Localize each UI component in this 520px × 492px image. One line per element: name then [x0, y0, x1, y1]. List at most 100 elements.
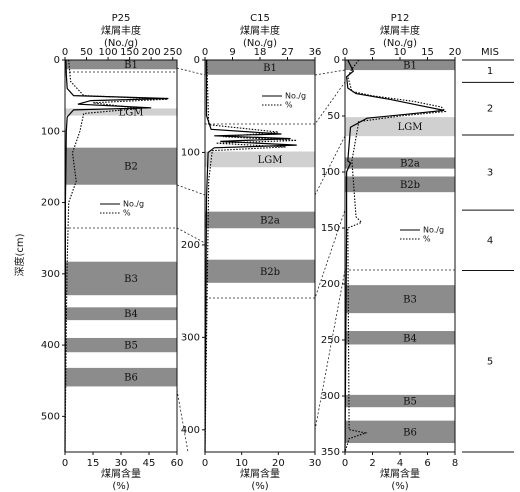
- band-label: B5: [403, 397, 417, 408]
- top-axis-label: 煤屑丰度: [240, 24, 280, 37]
- band: [345, 420, 455, 444]
- band-label: B2: [124, 162, 138, 173]
- band: [345, 331, 455, 345]
- band-label: LGM: [119, 108, 144, 119]
- legend-label: %: [123, 209, 131, 218]
- series-line: [64, 59, 168, 453]
- bottom-tick-label: 60: [171, 458, 184, 469]
- band: [65, 147, 177, 185]
- bottom-tick-label: 4: [397, 458, 403, 469]
- top-tick-label: 200: [142, 47, 161, 58]
- top-tick-label: 0: [202, 47, 208, 58]
- bottom-axis-label: 煤屑含量: [101, 467, 141, 480]
- y-tick-label: 100: [41, 126, 60, 137]
- band-label: B6: [124, 373, 138, 384]
- bottom-axis-label: 煤屑含量: [380, 467, 420, 480]
- y-tick-label: 350: [321, 447, 340, 458]
- bottom-tick-label: 8: [452, 458, 458, 469]
- band: [345, 157, 455, 169]
- series-line: [344, 59, 447, 453]
- top-axis-label: (No./g): [243, 38, 277, 49]
- band: [345, 394, 455, 408]
- band: [205, 211, 315, 229]
- band: [65, 337, 177, 353]
- correlation-line: [205, 81, 346, 125]
- plot-frame: [204, 59, 316, 453]
- correlation-line: [176, 67, 206, 76]
- top-tick-label: 18: [254, 47, 267, 58]
- top-tick-label: 150: [120, 47, 139, 58]
- top-tick-label: 100: [99, 47, 118, 58]
- top-tick-label: 15: [421, 47, 434, 58]
- y-tick-label: 100: [181, 147, 200, 158]
- y-tick-label: 400: [41, 340, 60, 351]
- bottom-tick-label: 0: [62, 458, 68, 469]
- y-tick-label: 0: [334, 55, 340, 66]
- top-tick-label: 10: [394, 47, 407, 58]
- bottom-tick-label: 0: [202, 458, 208, 469]
- legend-label: %: [285, 101, 293, 110]
- band: [65, 108, 177, 116]
- top-tick-label: 27: [281, 47, 294, 58]
- band-label: B4: [403, 333, 417, 344]
- correlation-line: [314, 69, 346, 76]
- y-tick-label: 500: [41, 411, 60, 422]
- band-label: B3: [124, 274, 138, 285]
- bottom-tick-label: 10: [235, 458, 248, 469]
- y-tick-label: 100: [321, 167, 340, 178]
- y-tick-label: 0: [54, 55, 60, 66]
- mis-label: 1: [487, 66, 493, 77]
- y-tick-label: 250: [321, 335, 340, 346]
- y-tick-label: 200: [41, 198, 60, 209]
- correlation-line: [176, 389, 189, 453]
- top-tick-label: 5: [369, 47, 375, 58]
- band-label: B5: [124, 341, 138, 352]
- band-label: B3: [403, 295, 417, 306]
- band: [205, 60, 315, 75]
- band: [65, 367, 177, 387]
- band: [345, 176, 455, 193]
- series-line: [204, 59, 297, 453]
- band: [345, 60, 455, 71]
- y-tick-label: 300: [41, 269, 60, 280]
- y-tick-label: 0: [194, 55, 200, 66]
- plot-frame: [64, 59, 178, 453]
- band-label: B1: [403, 61, 417, 72]
- bottom-axis-label: 煤屑含量: [240, 467, 280, 480]
- y-tick-label: 200: [181, 240, 200, 251]
- band-label: B4: [124, 309, 138, 320]
- y-tick-label: 150: [321, 223, 340, 234]
- top-tick-label: 9: [229, 47, 235, 58]
- correlation-line: [176, 184, 206, 196]
- top-axis-label: (No./g): [383, 38, 417, 49]
- band: [205, 259, 315, 283]
- top-axis-label: (No./g): [104, 38, 138, 49]
- top-axis-label: 煤屑丰度: [101, 24, 141, 37]
- top-tick-label: 50: [80, 47, 93, 58]
- y-axis-label: 深度(cm): [13, 233, 26, 276]
- bottom-tick-label: 45: [143, 458, 156, 469]
- top-tick-label: 0: [342, 47, 348, 58]
- y-tick-label: 300: [321, 391, 340, 402]
- band: [345, 117, 455, 137]
- y-tick-label: 50: [327, 111, 340, 122]
- band-label: B2b: [260, 267, 280, 278]
- bottom-tick-label: 2: [369, 458, 375, 469]
- panel-title: P25: [112, 13, 131, 24]
- y-tick-label: 200: [321, 279, 340, 290]
- band-label: B2a: [400, 159, 420, 170]
- band: [345, 285, 455, 314]
- mis-label: 5: [487, 356, 493, 367]
- mis-label: 3: [487, 168, 493, 179]
- band-label: B2a: [260, 215, 280, 226]
- mis-label: 2: [487, 104, 493, 115]
- correlation-line: [314, 135, 346, 196]
- mis-label: 4: [487, 235, 493, 246]
- y-tick-label: 300: [181, 332, 200, 343]
- bottom-tick-label: 30: [309, 458, 322, 469]
- top-tick-label: 0: [62, 47, 68, 58]
- bottom-tick-label: 0: [342, 458, 348, 469]
- band-label: LGM: [258, 155, 283, 166]
- band: [65, 60, 177, 70]
